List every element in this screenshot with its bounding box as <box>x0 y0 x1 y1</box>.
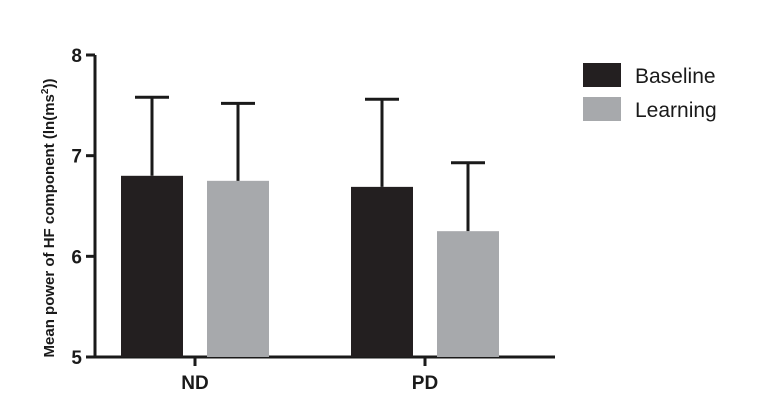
plot-area: 5 6 7 8 ND PD <box>71 46 555 394</box>
bar-nd-baseline <box>121 175 183 357</box>
legend-swatch-learning <box>583 97 621 121</box>
bar-nd-learning <box>207 180 269 357</box>
x-tick-label-PD: PD <box>412 373 438 394</box>
y-tick-label-7: 7 <box>71 147 82 168</box>
legend-label-learning: Learning <box>635 99 717 122</box>
y-tick-label-8: 8 <box>71 46 82 67</box>
legend-swatch-baseline <box>583 63 621 87</box>
legend-label-baseline: Baseline <box>635 65 716 88</box>
x-tick-label-ND: ND <box>181 373 208 394</box>
y-axis-title: Mean power of HF component (ln(ms2)) <box>40 79 58 358</box>
bar-pd-baseline <box>351 186 413 357</box>
bar-pd-learning <box>437 231 499 357</box>
legend: Baseline Learning <box>583 63 717 122</box>
y-tick-label-6: 6 <box>71 247 82 268</box>
y-tick-label-5: 5 <box>71 348 82 369</box>
